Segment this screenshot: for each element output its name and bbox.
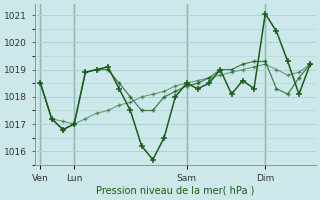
X-axis label: Pression niveau de la mer( hPa ): Pression niveau de la mer( hPa ) bbox=[96, 186, 254, 196]
